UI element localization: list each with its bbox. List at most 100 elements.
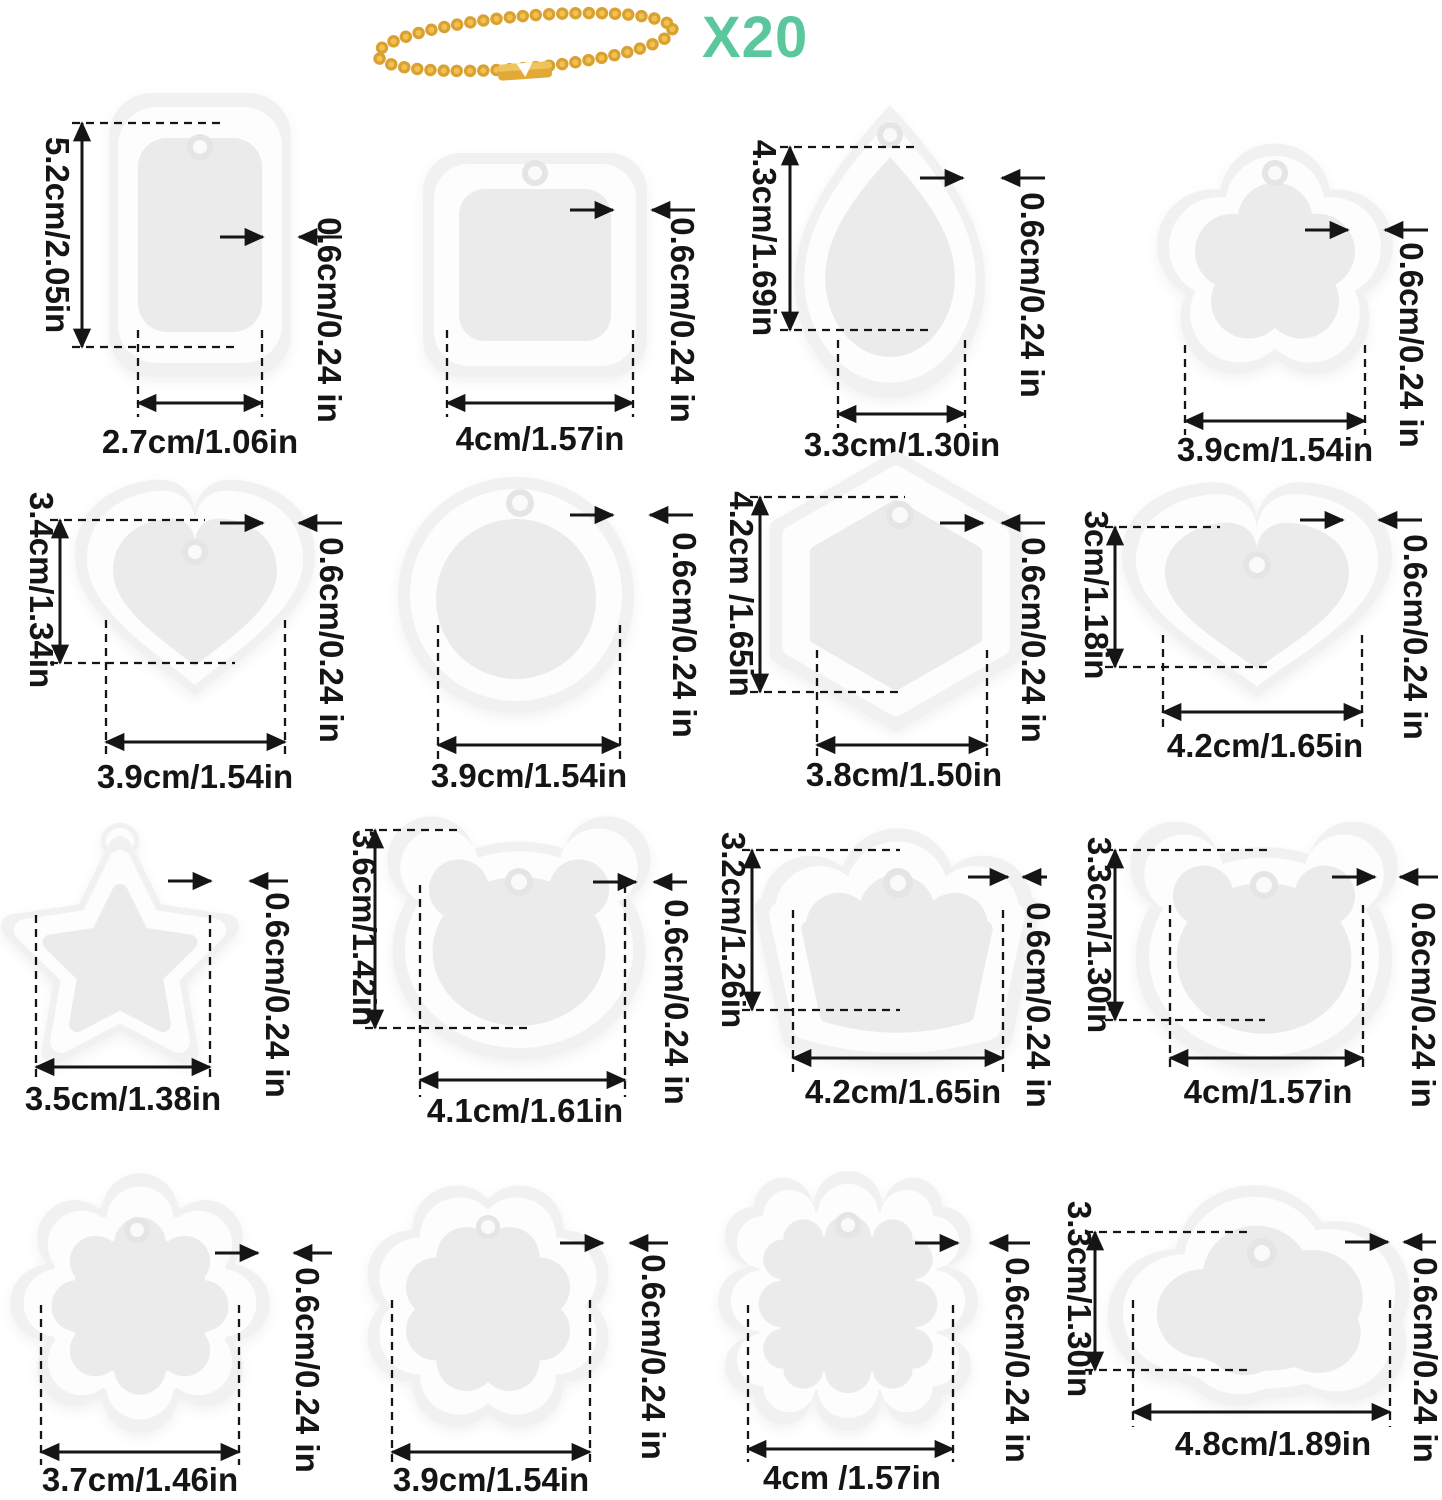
ball-chain-image bbox=[371, 6, 679, 81]
height-label: 3.6cm/1.42in bbox=[346, 830, 383, 1026]
width-dimension: 3.9cm/1.54in bbox=[1177, 345, 1373, 468]
thickness-dimension: 0.6cm/0.24 in bbox=[915, 1233, 1036, 1463]
height-dimension: 3.4cm/1.34in bbox=[23, 492, 235, 688]
height-dimension: 3.3cm/1.30in bbox=[1061, 1201, 1250, 1397]
width-dimension: 4cm /1.57in bbox=[746, 1305, 955, 1496]
chain-clasp-icon bbox=[497, 61, 553, 81]
thickness-dimension: 0.6cm/0.24 in bbox=[570, 505, 703, 738]
width-dimension: 3.8cm/1.50in bbox=[806, 650, 1002, 793]
mold-cell-heart: 3.4cm/1.34in 0.6cm/0.24 in 3.9cm/1.54in bbox=[5, 470, 360, 800]
height-dimension: 5.2cm/2.05in bbox=[39, 121, 235, 349]
mold-shape-wavy-circle bbox=[10, 1173, 270, 1433]
height-dimension: 3.2cm/1.26in bbox=[715, 832, 900, 1028]
mold-shape-hexagon bbox=[780, 462, 1012, 720]
width-label: 3.8cm/1.50in bbox=[806, 756, 1002, 793]
height-label: 5.2cm/2.05in bbox=[39, 137, 76, 333]
mold-cell-rectangle: 5.2cm/2.05in 0.6cm/0.24 in 2.7cm/1.06in bbox=[20, 85, 360, 465]
mold-cell-circle: 0.6cm/0.24 in 3.9cm/1.54in bbox=[375, 465, 710, 800]
width-dimension: 4cm/1.57in bbox=[1168, 905, 1365, 1110]
thickness-dimension: 0.6cm/0.24 in bbox=[1300, 510, 1434, 740]
quantity-label: X20 bbox=[702, 5, 809, 70]
thickness-label: 0.6cm/0.24 in bbox=[311, 217, 348, 422]
thickness-label: 0.6cm/0.24 in bbox=[259, 892, 296, 1097]
thickness-label: 0.6cm/0.24 in bbox=[1397, 534, 1434, 739]
width-label: 2.7cm/1.06in bbox=[102, 423, 298, 460]
thickness-dimension: 0.6cm/0.24 in bbox=[570, 200, 701, 423]
thickness-dimension: 0.6cm/0.24 in bbox=[1345, 1232, 1442, 1463]
thickness-dimension: 0.6cm/0.24 in bbox=[220, 217, 348, 423]
mold-shape-bear-head bbox=[1130, 821, 1398, 1069]
width-label: 3.5cm/1.38in bbox=[25, 1080, 221, 1117]
mold-shape-rectangle bbox=[109, 93, 291, 377]
width-dimension: 3.9cm/1.54in bbox=[431, 625, 627, 794]
mold-cell-paw-crown: 3.2cm/1.26in 0.6cm/0.24 in 4.2cm/1.65in bbox=[690, 815, 1057, 1155]
width-dimension: 2.7cm/1.06in bbox=[102, 330, 298, 460]
mold-cell-bear-head-2: 3.3cm/1.30in 0.6cm/0.24 in 4cm/1.57in bbox=[1060, 815, 1442, 1155]
thickness-dimension: 0.6cm/0.24 in bbox=[1305, 220, 1430, 448]
height-dimension: 3cm/1.18in bbox=[1078, 511, 1270, 679]
mold-shape-circle bbox=[398, 477, 634, 713]
width-label: 3.9cm/1.54in bbox=[1177, 431, 1373, 468]
mold-shape-heart bbox=[75, 479, 315, 696]
height-label: 3.3cm/1.30in bbox=[1081, 837, 1118, 1033]
mold-cell-teardrop: 4.3cm/1.69in 0.6cm/0.24 in 3.3cm/1.30in bbox=[715, 90, 1051, 463]
height-label: 4.2cm /1.65in bbox=[723, 491, 760, 696]
mold-shape-paw-crown bbox=[761, 828, 1032, 1051]
width-label: 3.7cm/1.46in bbox=[42, 1461, 238, 1498]
height-dimension: 3.3cm/1.30in bbox=[1081, 837, 1270, 1033]
mold-cell-wide-heart: 3cm/1.18in 0.6cm/0.24 in 4.2cm/1.65in bbox=[1060, 465, 1442, 800]
mold-cell-square: 0.6cm/0.24 in 4cm/1.57in bbox=[375, 95, 710, 460]
height-label: 4.3cm/1.69in bbox=[746, 140, 783, 336]
height-label: 3.4cm/1.34in bbox=[23, 492, 60, 688]
thickness-label: 0.6cm/0.24 in bbox=[635, 1254, 672, 1459]
mold-shape-plum-flower bbox=[1157, 143, 1393, 374]
height-dimension: 4.3cm/1.69in bbox=[746, 140, 930, 336]
thickness-dimension: 0.6cm/0.24 in bbox=[920, 168, 1051, 398]
width-label: 3.9cm/1.54in bbox=[97, 758, 293, 795]
thickness-label: 0.6cm/0.24 in bbox=[1393, 242, 1430, 447]
thickness-dimension: 0.6cm/0.24 in bbox=[560, 1233, 672, 1460]
thickness-label: 0.6cm/0.24 in bbox=[313, 537, 350, 742]
thickness-label: 0.6cm/0.24 in bbox=[1407, 1257, 1442, 1462]
thickness-dimension: 0.6cm/0.24 in bbox=[940, 513, 1052, 743]
width-dimension: 4.2cm/1.65in bbox=[791, 910, 1005, 1110]
width-dimension: 3.9cm/1.54in bbox=[97, 620, 293, 795]
width-label: 4cm /1.57in bbox=[763, 1459, 941, 1496]
thickness-label: 0.6cm/0.24 in bbox=[999, 1257, 1036, 1462]
mold-shape-wavy-square bbox=[718, 1171, 978, 1431]
thickness-label: 0.6cm/0.24 in bbox=[666, 532, 703, 737]
width-label: 3.9cm/1.54in bbox=[393, 1461, 589, 1498]
width-label: 3.9cm/1.54in bbox=[431, 757, 627, 794]
mold-cell-wavy-circle: 0.6cm/0.24 in 3.7cm/1.46in bbox=[0, 1165, 335, 1500]
thickness-dimension: 0.6cm/0.24 in bbox=[968, 867, 1057, 1108]
thickness-dimension: 0.6cm/0.24 in bbox=[1332, 867, 1442, 1108]
thickness-label: 0.6cm/0.24 in bbox=[658, 899, 695, 1104]
width-dimension: 4cm/1.57in bbox=[445, 330, 635, 457]
width-label: 4.1cm/1.61in bbox=[427, 1092, 623, 1129]
width-dimension: 4.1cm/1.61in bbox=[418, 885, 627, 1129]
mold-shape-teardrop bbox=[794, 105, 986, 398]
width-label: 4.2cm/1.65in bbox=[805, 1073, 1001, 1110]
width-dimension: 3.7cm/1.46in bbox=[39, 1305, 241, 1498]
mold-shape-star bbox=[13, 823, 226, 1052]
thickness-dimension: 0.6cm/0.24 in bbox=[215, 1243, 332, 1473]
mold-cell-plum-flower: 0.6cm/0.24 in 3.9cm/1.54in bbox=[1080, 95, 1442, 468]
thickness-label: 0.6cm/0.24 in bbox=[1014, 192, 1051, 397]
height-label: 3.2cm/1.26in bbox=[715, 832, 752, 1028]
thickness-dimension: 0.6cm/0.24 in bbox=[220, 513, 350, 743]
mold-cell-bear-head-1: 3.6cm/1.42in 0.6cm/0.24 in 4.1cm/1.61in bbox=[335, 810, 695, 1155]
thickness-label: 0.6cm/0.24 in bbox=[289, 1267, 326, 1472]
thickness-label: 0.6cm/0.24 in bbox=[1015, 537, 1052, 742]
mold-shape-cloud bbox=[1107, 1185, 1410, 1406]
thickness-label: 0.6cm/0.24 in bbox=[664, 217, 701, 422]
mold-shape-scalloped-flower bbox=[367, 1185, 609, 1427]
height-label: 3.3cm/1.30in bbox=[1061, 1201, 1098, 1397]
width-dimension: 4.2cm/1.65in bbox=[1161, 635, 1364, 764]
width-label: 4cm/1.57in bbox=[456, 420, 625, 457]
height-dimension: 3.6cm/1.42in bbox=[346, 828, 530, 1030]
height-dimension: 4.2cm /1.65in bbox=[723, 491, 905, 697]
mold-cell-wavy-square: 0.6cm/0.24 in 4cm /1.57in bbox=[680, 1165, 1040, 1500]
mold-cell-hexagon: 4.2cm /1.65in 0.6cm/0.24 in 3.8cm/1.50in bbox=[700, 460, 1052, 800]
thickness-label: 0.6cm/0.24 in bbox=[1020, 902, 1057, 1107]
